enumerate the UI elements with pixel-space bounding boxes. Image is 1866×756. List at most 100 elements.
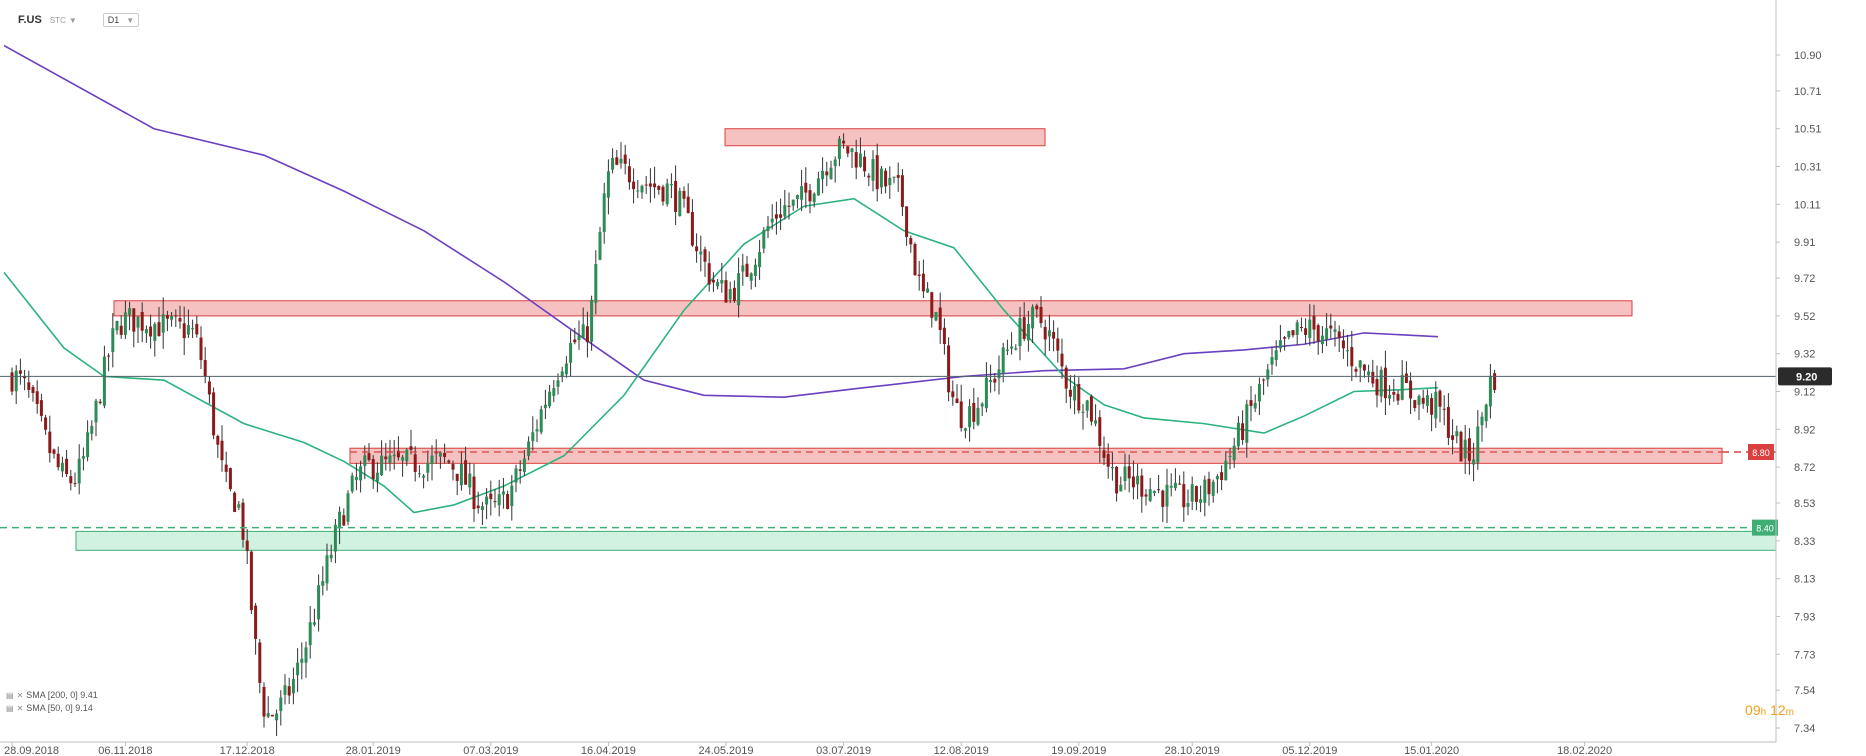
candle-bullish[interactable] [1047, 330, 1051, 337]
candle-bearish[interactable] [119, 325, 123, 335]
candle-bearish[interactable] [258, 642, 262, 683]
candle-bullish[interactable] [111, 328, 115, 352]
candle-bearish[interactable] [905, 206, 909, 238]
candle-bearish[interactable] [1220, 472, 1224, 481]
sma50-line[interactable] [3, 197, 1439, 514]
candle-bullish[interactable] [123, 312, 127, 335]
timeframe-select[interactable]: D1 ▼ [102, 13, 140, 27]
candle-bullish[interactable] [136, 316, 140, 328]
candle-bearish[interactable] [787, 205, 791, 207]
candle-bearish[interactable] [1106, 454, 1110, 467]
candle-bearish[interactable] [653, 183, 657, 188]
candle-bearish[interactable] [732, 287, 736, 301]
candle-bearish[interactable] [1182, 484, 1186, 508]
candle-bullish[interactable] [128, 308, 132, 315]
candle-bearish[interactable] [909, 238, 913, 245]
candle-bearish[interactable] [447, 460, 451, 463]
candle-bullish[interactable] [1073, 386, 1077, 401]
candle-bearish[interactable] [52, 449, 56, 454]
candle-bullish[interactable] [728, 289, 732, 300]
candle-bearish[interactable] [1194, 486, 1198, 502]
candle-bullish[interactable] [1463, 439, 1467, 459]
candle-bullish[interactable] [749, 273, 753, 281]
candle-bullish[interactable] [438, 452, 442, 457]
candle-bearish[interactable] [1098, 417, 1102, 446]
candle-bearish[interactable] [1077, 383, 1081, 411]
candle-bearish[interactable] [1409, 380, 1413, 399]
candle-bullish[interactable] [1257, 384, 1261, 402]
candle-bearish[interactable] [1064, 367, 1068, 389]
candle-bullish[interactable] [1270, 357, 1274, 365]
chevron-down-icon[interactable]: ▼ [68, 15, 77, 25]
candle-bullish[interactable] [892, 176, 896, 178]
candle-bullish[interactable] [1215, 475, 1219, 480]
candle-bullish[interactable] [1224, 460, 1228, 481]
candle-bullish[interactable] [821, 170, 825, 180]
candle-bullish[interactable] [560, 371, 564, 378]
candle-bearish[interactable] [1312, 315, 1316, 330]
candle-bearish[interactable] [1493, 373, 1497, 390]
candle-bullish[interactable] [980, 403, 984, 407]
candle-bearish[interactable] [846, 146, 850, 154]
candle-bearish[interactable] [1451, 435, 1455, 440]
candle-bearish[interactable] [947, 345, 951, 393]
candle-bullish[interactable] [275, 713, 279, 721]
candle-bullish[interactable] [77, 458, 81, 484]
candle-bearish[interactable] [1304, 328, 1308, 335]
candle-bearish[interactable] [745, 263, 749, 277]
candle-bearish[interactable] [690, 212, 694, 246]
candle-bearish[interactable] [938, 307, 942, 330]
candle-bearish[interactable] [233, 492, 237, 512]
candle-bearish[interactable] [644, 184, 648, 186]
candle-bullish[interactable] [1010, 346, 1014, 349]
candle-bearish[interactable] [1467, 438, 1471, 461]
candle-bullish[interactable] [14, 370, 18, 392]
candle-bearish[interactable] [396, 450, 400, 458]
candle-bullish[interactable] [699, 251, 703, 255]
candle-bullish[interactable] [468, 473, 472, 488]
candle-bullish[interactable] [153, 323, 157, 341]
candle-bearish[interactable] [585, 326, 589, 343]
candle-bullish[interactable] [308, 622, 312, 646]
candle-bullish[interactable] [737, 273, 741, 306]
candle-bullish[interactable] [934, 312, 938, 321]
candle-bearish[interactable] [245, 540, 249, 551]
candle-bearish[interactable] [1383, 367, 1387, 399]
candle-bearish[interactable] [31, 387, 35, 394]
candle-bearish[interactable] [1144, 494, 1148, 497]
candle-bullish[interactable] [392, 454, 396, 457]
candle-bullish[interactable] [333, 524, 337, 552]
candle-bullish[interactable] [430, 455, 434, 464]
candle-bullish[interactable] [401, 457, 405, 461]
candle-bullish[interactable] [535, 429, 539, 432]
candle-bullish[interactable] [237, 504, 241, 508]
source-label[interactable]: STC [49, 15, 66, 25]
candle-bearish[interactable] [1060, 353, 1064, 367]
candle-bullish[interactable] [81, 456, 85, 459]
symbol-label[interactable]: F.US [18, 14, 42, 26]
candle-bullish[interactable] [984, 377, 988, 409]
candle-bullish[interactable] [1425, 395, 1429, 406]
candle-bullish[interactable] [783, 205, 787, 217]
candle-bullish[interactable] [1346, 350, 1350, 352]
candle-bearish[interactable] [1362, 364, 1366, 371]
candle-bullish[interactable] [1379, 369, 1383, 397]
candle-bullish[interactable] [514, 468, 518, 483]
candle-bullish[interactable] [552, 388, 556, 396]
candle-bullish[interactable] [354, 476, 358, 481]
candle-bearish[interactable] [1392, 391, 1396, 395]
candle-bearish[interactable] [367, 453, 371, 461]
candle-bullish[interactable] [1165, 484, 1169, 507]
candle-bullish[interactable] [1480, 416, 1484, 426]
candle-bullish[interactable] [1110, 466, 1114, 469]
candle-bearish[interactable] [254, 605, 258, 639]
candle-bearish[interactable] [56, 453, 60, 468]
candle-bullish[interactable] [1367, 371, 1371, 376]
legend-sma200[interactable]: ▤ ✕ SMA [200, 0] 9.41 [6, 690, 98, 700]
candle-bullish[interactable] [539, 409, 543, 433]
candle-bullish[interactable] [829, 167, 833, 179]
candle-bearish[interactable] [573, 339, 577, 343]
candle-bearish[interactable] [951, 391, 955, 398]
candle-bearish[interactable] [1299, 326, 1303, 328]
